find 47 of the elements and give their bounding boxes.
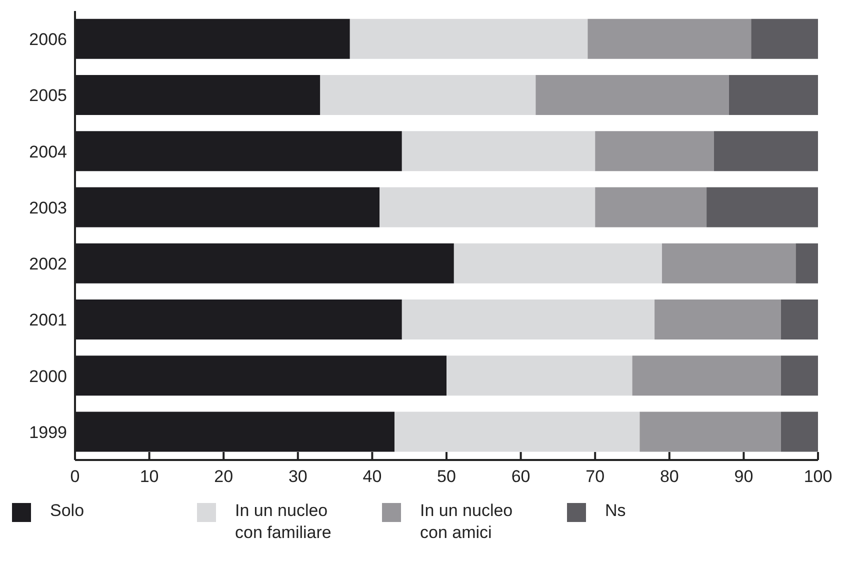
- legend-label: In un nucleo con familiare: [235, 500, 332, 544]
- x-tick-label: 90: [734, 467, 754, 486]
- bar: [751, 18, 818, 59]
- bar: [728, 74, 818, 115]
- bar: [320, 74, 536, 115]
- bar: [402, 131, 596, 172]
- y-tick-label: 1999: [29, 422, 67, 442]
- y-tick-label: 2000: [29, 366, 67, 386]
- bar: [640, 412, 781, 452]
- bar: [632, 356, 781, 396]
- bar: [402, 299, 655, 340]
- bar: [662, 243, 796, 284]
- bar: [454, 243, 662, 284]
- x-tick-label: 50: [437, 467, 456, 486]
- y-tick-label: 2001: [29, 310, 67, 330]
- bar: [796, 243, 818, 284]
- x-tick-label: 60: [511, 467, 530, 486]
- y-tick-label: 2005: [29, 86, 67, 106]
- bar: [780, 412, 818, 452]
- legend-label: In un nucleo con amici: [420, 500, 514, 544]
- bar: [588, 18, 752, 59]
- legend-label: Ns: [605, 500, 627, 522]
- x-tick-label: 70: [586, 467, 605, 486]
- bar: [714, 131, 818, 172]
- bar: [446, 356, 632, 396]
- bar: [350, 18, 588, 59]
- x-tick-label: 0: [70, 467, 80, 486]
- y-tick-label: 2002: [29, 254, 67, 274]
- x-tick-label: 100: [804, 467, 832, 486]
- bar: [780, 299, 818, 340]
- bar: [706, 187, 818, 228]
- y-tick-label: 2006: [29, 30, 67, 50]
- bar: [780, 356, 818, 396]
- bar: [394, 412, 640, 452]
- legend-label: Solo: [50, 500, 86, 522]
- x-tick-label: 20: [214, 467, 234, 486]
- bar: [380, 187, 596, 228]
- x-tick-label: 80: [660, 467, 679, 486]
- x-tick-label: 40: [362, 467, 382, 486]
- bar: [654, 299, 781, 340]
- bar: [536, 74, 729, 115]
- x-tick-label: 30: [288, 467, 308, 486]
- bar: [595, 187, 707, 228]
- x-tick-label: 10: [140, 467, 159, 486]
- y-tick-label: 2003: [29, 198, 67, 218]
- bar: [595, 131, 714, 172]
- y-tick-label: 2004: [29, 142, 67, 162]
